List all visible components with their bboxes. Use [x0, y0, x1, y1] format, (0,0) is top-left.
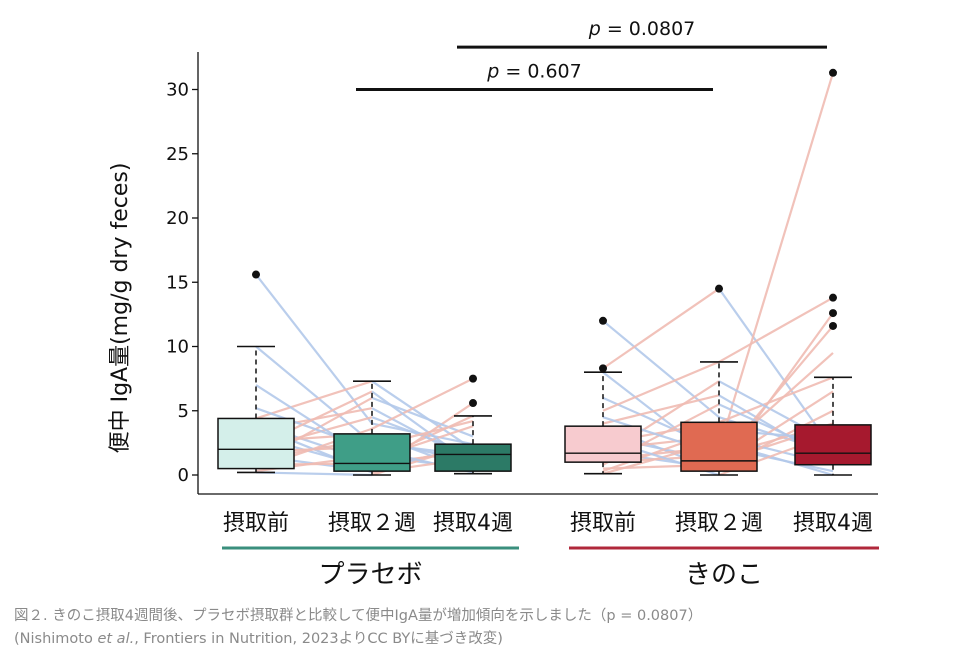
group-label: プラセボ	[318, 560, 422, 590]
group-label: きのこ	[685, 560, 763, 590]
y-tick-label: 25	[166, 144, 189, 165]
y-tick-label: 5	[178, 401, 189, 422]
outlier-point	[252, 270, 260, 279]
paired-lines	[255, 72, 835, 477]
box-plots	[217, 68, 872, 476]
kinoko-subject-line	[718, 296, 834, 363]
outlier-point	[599, 364, 607, 373]
p-value-label: p = 0.607	[486, 61, 581, 83]
outlier-point	[829, 68, 837, 77]
figure-caption-line-1: 図２. きのこ摂取4週間後、プラセボ摂取群と比較して便中IgA量が増加傾向を示し…	[14, 608, 703, 624]
y-tick-label: 15	[166, 272, 189, 293]
x-category-label: 摂取２週	[328, 511, 416, 536]
figure-caption-line-2: (Nishimoto et al., Frontiers in Nutritio…	[14, 627, 503, 648]
y-tick-label: 30	[166, 80, 189, 101]
box	[333, 433, 411, 472]
placebo-subject-line	[255, 345, 373, 444]
placebo-subject-line	[371, 380, 474, 451]
y-axis-label: 便中 IgA量(mg/g dry feces)	[108, 163, 133, 454]
outlier-point	[829, 321, 837, 330]
x-category-label: 摂取前	[570, 511, 636, 536]
kinoko-subject-line	[602, 360, 720, 412]
y-tick-label: 10	[166, 337, 189, 358]
caption-citation-end: , Frontiers in Nutrition, 2023よりCC BYに基づ…	[134, 631, 503, 647]
kinoko-subject-line	[717, 72, 835, 450]
kinoko-subject-line	[602, 394, 720, 425]
outlier-point	[829, 293, 837, 302]
box	[680, 421, 758, 472]
outlier-point	[829, 309, 837, 318]
box	[794, 424, 872, 466]
y-tick-label: 20	[166, 208, 189, 229]
x-category-label: 摂取２週	[675, 511, 763, 536]
box	[434, 443, 512, 472]
caption-citation-start: (Nishimoto	[14, 631, 98, 647]
placebo-subject-line	[255, 471, 373, 477]
placebo-subject-line	[371, 377, 474, 430]
outlier-point	[469, 374, 477, 383]
placebo-subject-line	[255, 380, 373, 420]
box	[217, 417, 295, 470]
x-category-label: 摂取前	[223, 511, 289, 536]
outlier-point	[715, 284, 723, 293]
p-value-label: p = 0.0807	[588, 18, 696, 40]
outlier-point	[469, 399, 477, 408]
placebo-subject-line	[255, 273, 373, 425]
caption-citation-et-al: et al.	[97, 631, 135, 647]
significance-annotations: p = 0.607 p = 0.0807	[356, 18, 827, 91]
kinoko-subject-line	[718, 376, 834, 424]
x-category-label: 摂取4週	[793, 511, 873, 536]
x-category-label: 摂取4週	[433, 511, 513, 536]
box	[564, 425, 642, 463]
y-tick-label: 0	[178, 465, 189, 486]
kinoko-subject-line	[718, 288, 834, 450]
kinoko-subject-line	[602, 287, 720, 370]
outlier-point	[599, 316, 607, 325]
